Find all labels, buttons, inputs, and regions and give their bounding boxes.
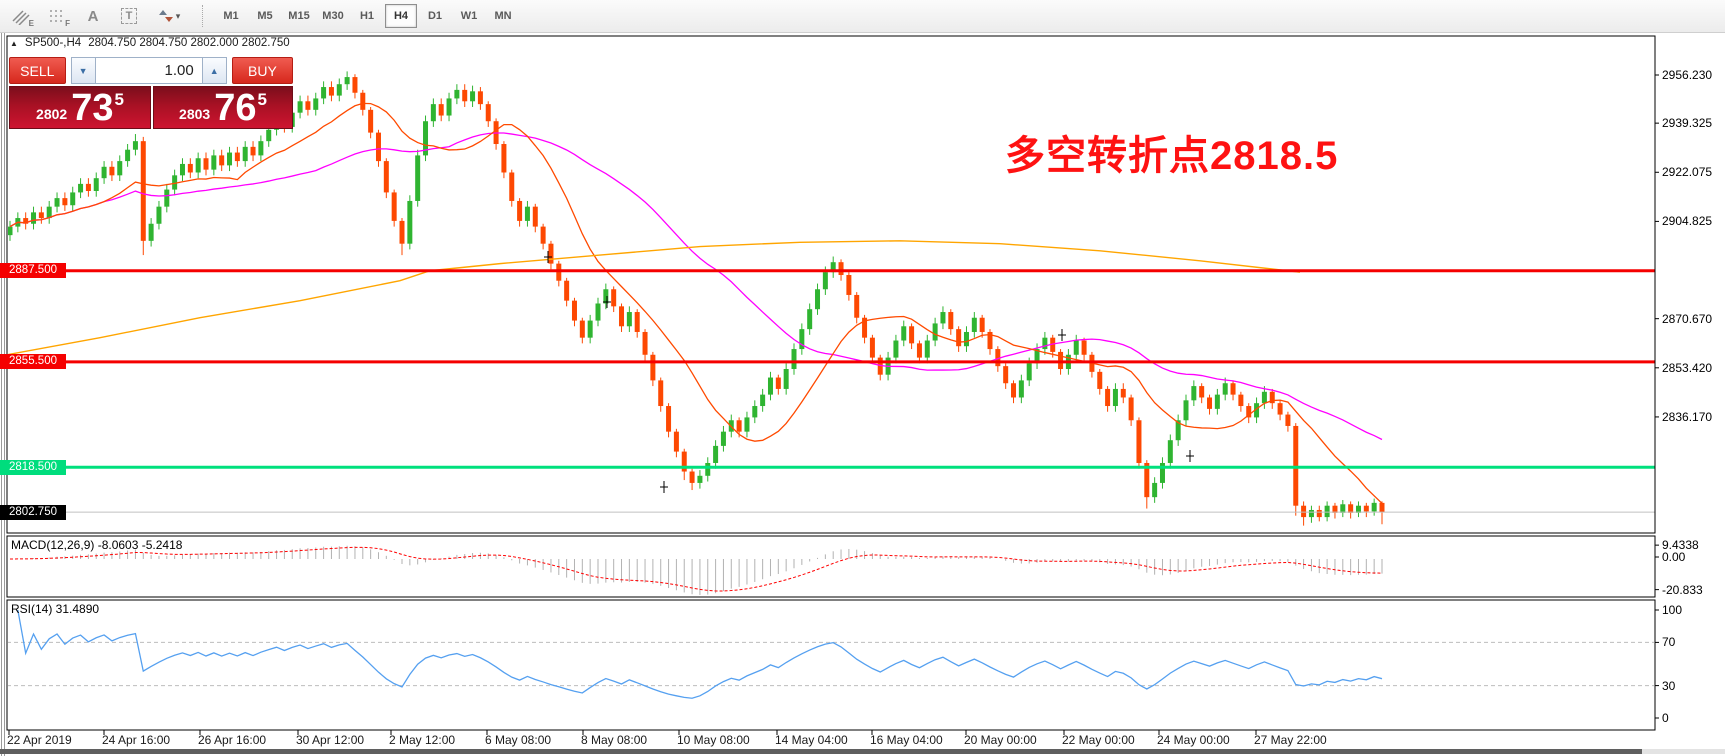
collapse-arrow-icon[interactable]: ▲: [10, 38, 18, 48]
timeframe-button-h1[interactable]: H1: [359, 10, 375, 22]
icon-sub-f: F: [65, 19, 70, 28]
horizontal-scrollbar[interactable]: [0, 749, 1725, 754]
icon-sub-e: E: [28, 19, 34, 28]
sell-button[interactable]: SELL: [9, 57, 66, 84]
chart-symbol-header: ▲ SP500-,H4 2804.750 2804.750 2802.000 2…: [10, 37, 290, 49]
timeframe-button-m1[interactable]: M1: [223, 10, 239, 22]
sell-price-tile[interactable]: 2802 73 5: [9, 86, 151, 129]
window-left-edge: [1, 33, 2, 756]
timeframe-button-group: M1 M5 M15 M30 H1 H4 D1 W1 MN: [214, 4, 520, 28]
hatch-pencil-glyph: [12, 10, 30, 25]
level-label-2887.500[interactable]: 2887.500: [0, 263, 66, 279]
sell-price-sup: 5: [114, 90, 124, 109]
ohlc-quotes: 2804.750 2804.750 2802.000 2802.750: [88, 37, 290, 49]
current-price-label: 2802.750: [0, 504, 66, 520]
buy-price-prefix: 2803: [179, 106, 211, 122]
trade-controls-row: SELL ▼ ▲ BUY: [9, 57, 293, 84]
timeframe-button-m15[interactable]: M15: [288, 10, 310, 22]
timeframe-button-w1[interactable]: W1: [460, 10, 478, 22]
window-left-edge-inner: [4, 33, 5, 756]
buy-button[interactable]: BUY: [231, 57, 293, 84]
timeframe-button-h4[interactable]: H4: [385, 4, 417, 28]
sell-price-prefix: 2802: [36, 106, 68, 122]
volume-decrease-button[interactable]: ▼: [70, 57, 96, 84]
horizontal-scrollbar-thumb[interactable]: [0, 749, 1642, 754]
symbol-name: SP500-,H4: [24, 37, 82, 49]
text-label-icon[interactable]: A: [87, 7, 99, 25]
text-box-icon[interactable]: T: [114, 4, 144, 28]
timeframe-button-m5[interactable]: M5: [257, 10, 273, 22]
fibonacci-grid-icon[interactable]: F: [42, 4, 72, 28]
timeframe-button-m30[interactable]: M30: [322, 10, 344, 22]
toolbar-separator: [202, 5, 204, 27]
chart-annotation-text: 多空转折点2818.5: [1005, 134, 1339, 178]
price-chart-canvas[interactable]: [0, 33, 1725, 756]
grid-dots-glyph: [50, 10, 62, 22]
volume-increase-button[interactable]: ▲: [201, 57, 227, 84]
double-arrow-glyph: [158, 10, 173, 22]
dropdown-caret-icon[interactable]: ▾: [175, 10, 181, 21]
buy-price-tile[interactable]: 2803 76 5: [153, 86, 293, 129]
trade-prices-row: 2802 73 5 2803 76 5: [9, 86, 293, 129]
one-click-trading-panel: SELL ▼ ▲ BUY 2802 73 5 2803 76 5: [9, 57, 293, 129]
expert-advisors-icon[interactable]: E: [6, 4, 36, 28]
volume-input[interactable]: [95, 57, 202, 84]
timeframe-button-d1[interactable]: D1: [427, 10, 443, 22]
timeframe-button-mn[interactable]: MN: [494, 10, 512, 22]
buy-price-big: 76: [214, 87, 257, 129]
sell-price-big: 73: [71, 87, 114, 129]
chart-window: 2956.230 2939.325 2922.075 2904.825 2870.670…: [0, 33, 1725, 756]
toolbar: E F A T ▾ M1 M5 M15 M30 H1 H4 D1 W1 MN: [0, 0, 1725, 33]
level-label-2818.500[interactable]: 2818.500: [0, 459, 66, 475]
level-label-2855.500[interactable]: 2855.500: [0, 354, 66, 370]
arrow-objects-icon[interactable]: ▾: [150, 4, 188, 28]
buy-price-sup: 5: [257, 90, 267, 109]
